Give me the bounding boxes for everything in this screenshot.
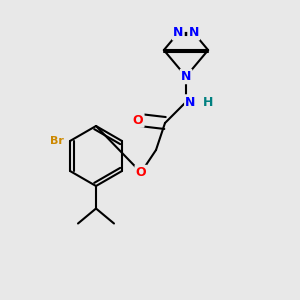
Text: N: N	[181, 70, 191, 83]
Text: H: H	[202, 95, 213, 109]
Text: N: N	[173, 26, 184, 39]
Text: N: N	[188, 26, 199, 39]
Text: N: N	[185, 95, 196, 109]
Text: O: O	[133, 113, 143, 127]
Text: O: O	[136, 166, 146, 179]
Text: Br: Br	[50, 136, 64, 146]
